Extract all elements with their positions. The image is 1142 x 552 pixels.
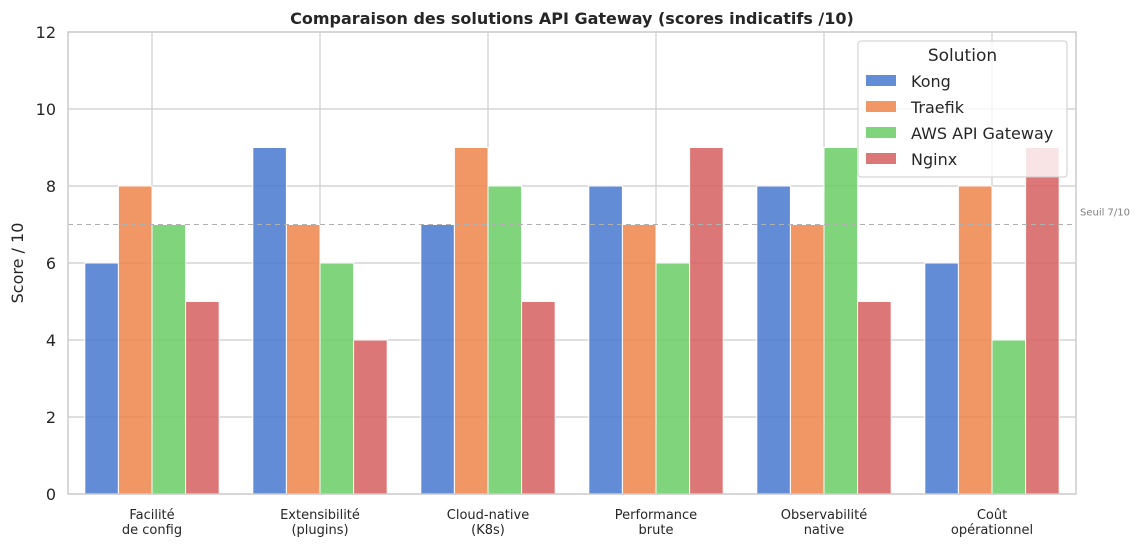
x-tick-label: Extensibilité (plugins) xyxy=(280,508,360,538)
bar-kong xyxy=(252,147,287,495)
x-tick-label-line: Performance xyxy=(615,508,697,523)
x-tick-label: Observabilité native xyxy=(781,508,867,538)
legend-label: Traefik xyxy=(910,98,965,117)
legend-label: Kong xyxy=(911,72,951,91)
x-tick-label-line: Observabilité xyxy=(781,508,867,523)
bar-traefik xyxy=(789,224,825,495)
bar-kong xyxy=(588,185,623,495)
x-tick-label-line: opérationnel xyxy=(951,523,1033,538)
x-tick-label-line: native xyxy=(804,523,845,538)
bar-nginx xyxy=(185,301,220,495)
x-tick-label-line: Cloud-native xyxy=(447,508,529,523)
x-tick-label: Cloud-native (K8s) xyxy=(447,508,529,538)
legend: Solution Kong Traefik AWS API Gateway Nginx xyxy=(857,40,1068,178)
bar-kong xyxy=(756,185,791,495)
x-tick-label-line: brute xyxy=(639,523,674,538)
x-tick-label-line: Coût xyxy=(977,508,1007,523)
bar-aws-api-gateway xyxy=(151,224,187,495)
legend-swatch-kong xyxy=(866,75,896,86)
x-tick-label-line: (K8s) xyxy=(471,523,505,538)
legend-label: AWS API Gateway xyxy=(911,124,1053,143)
bar-nginx xyxy=(857,301,892,495)
chart-title: Comparaison des solutions API Gateway (s… xyxy=(290,9,854,28)
bar-kong xyxy=(420,224,455,495)
bar-nginx xyxy=(689,147,724,495)
bar-traefik xyxy=(453,147,489,495)
bar-kong xyxy=(84,262,119,495)
legend-title: Solution xyxy=(928,46,997,66)
y-tick-label: 8 xyxy=(46,177,56,196)
bar-traefik xyxy=(621,224,657,495)
x-tick-label: Performance brute xyxy=(615,508,697,538)
x-tick-label: Coût opérationnel xyxy=(951,508,1033,538)
y-tick-label: 10 xyxy=(36,100,56,119)
bar-aws-api-gateway xyxy=(823,147,859,495)
plot-frame xyxy=(67,31,1077,495)
bar-nginx xyxy=(1025,147,1060,495)
legend-label: Nginx xyxy=(911,150,957,169)
legend-swatch-traefik xyxy=(866,101,896,112)
legend-box xyxy=(857,40,1068,178)
x-tick-label-line: (plugins) xyxy=(291,523,348,538)
y-tick-label: 2 xyxy=(46,408,56,427)
bar-nginx xyxy=(521,301,556,495)
threshold-label: Seuil 7/10 xyxy=(1080,208,1130,219)
bar-aws-api-gateway xyxy=(991,339,1027,495)
y-tick-label: 4 xyxy=(46,331,56,350)
y-axis-label: Score / 10 xyxy=(8,223,27,304)
bar-kong xyxy=(924,262,959,495)
bar-aws-api-gateway xyxy=(655,262,691,495)
x-tick-label-line: Facilité xyxy=(129,508,174,523)
y-tick-label: 0 xyxy=(46,485,56,504)
bar-aws-api-gateway xyxy=(319,262,355,495)
bar-aws-api-gateway xyxy=(487,185,523,495)
x-tick-label: Facilité de config xyxy=(122,508,182,538)
bar-traefik xyxy=(285,224,321,495)
y-tick-label: 12 xyxy=(36,23,56,42)
legend-swatch-nginx xyxy=(866,153,896,164)
x-tick-label-line: Extensibilité xyxy=(280,508,360,523)
bar-traefik xyxy=(957,185,993,495)
bar-nginx xyxy=(353,339,388,495)
bar-traefik xyxy=(117,185,153,495)
plot-area: Seuil 7/10 0 2 4 6 8 10 12 Facilité de config Exte… xyxy=(36,23,1130,538)
x-tick-label-line: de config xyxy=(122,523,182,538)
y-tick-label: 6 xyxy=(46,254,56,273)
legend-swatch-aws-api-gateway xyxy=(866,127,896,138)
